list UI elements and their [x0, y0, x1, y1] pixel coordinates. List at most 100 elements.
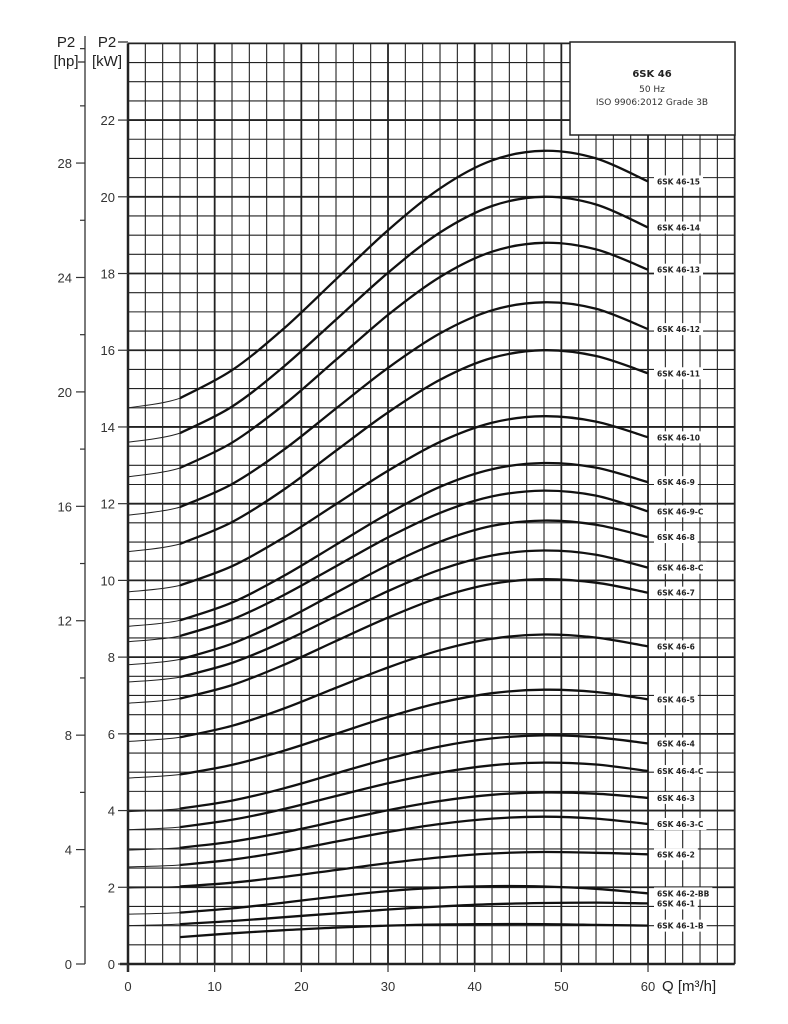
- x-tick-label: 30: [381, 979, 395, 994]
- curve-label-bg: [654, 531, 698, 544]
- curve-6sk-46-1: [179, 901, 649, 926]
- curve-label-bg: [654, 887, 713, 900]
- curve-6sk-46-3: [179, 791, 649, 849]
- curve-label: 6SK 46-2-BB: [657, 889, 710, 898]
- x-tick-label: 40: [467, 979, 481, 994]
- curve-6sk-46-2-bb: [179, 884, 649, 914]
- curve-label: 6SK 46-14: [657, 223, 700, 232]
- curve-6sk-46-7: [179, 578, 649, 700]
- y-tick-label: 14: [101, 420, 115, 435]
- curve-label-bg: [654, 431, 704, 444]
- curve-start-6sk-46-8: [127, 658, 181, 666]
- curve-start-6sk-46-9-c: [127, 635, 181, 643]
- curve-start-6sk-46-10: [127, 584, 181, 593]
- y-tick-label: 22: [101, 113, 115, 128]
- y-tick-label: 12: [101, 497, 115, 512]
- y2-axis-label: P2: [57, 34, 75, 51]
- x-tick-label: 50: [554, 979, 568, 994]
- curve-6sk-46-11: [179, 349, 649, 546]
- y2-tick-label: 24: [58, 270, 72, 285]
- curve-label-bg: [654, 476, 698, 489]
- curve-start-6sk-46-13: [127, 467, 181, 478]
- curve-6sk-46-6: [179, 633, 649, 739]
- y-tick-label: 8: [108, 650, 115, 665]
- y-axis-unit: [kW]: [92, 53, 122, 70]
- curve-label-bg: [654, 848, 698, 861]
- curve-label: 6SK 46-10: [657, 433, 700, 442]
- curve-6sk-46-2: [179, 850, 649, 888]
- curve-6sk-46-4: [179, 734, 649, 810]
- curve-label: 6SK 46-6: [657, 642, 695, 651]
- curve-start-6sk-46-3: [127, 847, 181, 851]
- curve-start-6sk-46-1: [127, 923, 181, 927]
- title-box-frame: [569, 41, 736, 136]
- curve-label: 6SK 46-13: [657, 266, 700, 275]
- curve-start-6sk-46-7: [127, 698, 181, 704]
- curve-label: 6SK 46-2: [657, 850, 695, 859]
- curve-6sk-46-14: [179, 195, 649, 435]
- curve-start-6sk-46-4-c: [127, 826, 181, 831]
- title-box: 6SK 46 50 Hz ISO 9906:2012 Grade 3B: [569, 41, 736, 136]
- chart-title: 6SK 46: [632, 69, 671, 80]
- curve-label-bg: [654, 221, 704, 234]
- chart-subtitle-frequency: 50 Hz: [639, 85, 665, 95]
- curve-label-bg: [654, 897, 698, 910]
- curve-label-bg: [654, 175, 704, 188]
- y2-tick-label: 28: [58, 156, 72, 171]
- curve-start-6sk-46-9: [127, 619, 181, 627]
- y-tick-label: 0: [108, 957, 115, 972]
- curve-label: 6SK 46-9-C: [657, 507, 704, 516]
- curve-label: 6SK 46-4-C: [657, 767, 704, 776]
- curve-label-bg: [654, 765, 707, 778]
- y2-tick-label: 8: [65, 728, 72, 743]
- y2-tick-label: 4: [65, 843, 72, 858]
- curve-label: 6SK 46-1-B: [657, 922, 704, 931]
- curve-label: 6SK 46-9: [657, 478, 695, 487]
- curve-label: 6SK 46-8: [657, 533, 695, 542]
- curve-start-6sk-46-15: [127, 397, 181, 409]
- curve-6sk-46-9-c: [179, 489, 649, 638]
- curve-label: 6SK 46-3-C: [657, 820, 704, 829]
- curve-start-6sk-46-6: [127, 736, 181, 742]
- curve-start-6sk-46-2: [127, 886, 181, 889]
- y-tick-label: 10: [101, 573, 115, 588]
- curve-6sk-46-10: [179, 415, 649, 587]
- y2-tick-label: 12: [58, 614, 72, 629]
- x-tick-label: 0: [124, 979, 131, 994]
- curve-6sk-46-1-b: [179, 922, 649, 939]
- curve-6sk-46-8-c: [179, 549, 649, 679]
- curve-start-6sk-46-3-c: [127, 864, 181, 868]
- curve-start-6sk-46-4: [127, 808, 181, 813]
- curve-label: 6SK 46-7: [657, 589, 695, 598]
- curve-label: 6SK 46-11: [657, 369, 700, 378]
- curve-label-bg: [654, 817, 707, 830]
- curve-start-6sk-46-11: [127, 543, 181, 553]
- curve-labels: 6SK 46-15 6SK 46-14 6SK 46-13 6SK 46-12 6SK …: [654, 175, 713, 932]
- curve-6sk-46-3-c: [179, 815, 649, 867]
- curve-label-bg: [654, 367, 704, 380]
- x-tick-label: 60: [641, 979, 655, 994]
- curve-label-bg: [654, 586, 698, 599]
- curve-label: 6SK 46-15: [657, 177, 700, 186]
- curve-label-bg: [654, 263, 704, 276]
- curve-start-6sk-46-2-bb: [127, 912, 181, 915]
- curve-label-bg: [654, 640, 698, 653]
- curve-label-bg: [654, 323, 704, 336]
- curve-label: 6SK 46-8-C: [657, 564, 704, 573]
- curve-label: 6SK 46-1: [657, 899, 695, 908]
- y2-tick-label: 20: [58, 385, 72, 400]
- curve-6sk-46-5: [179, 688, 649, 776]
- curve-label: 6SK 46-4: [657, 739, 695, 748]
- curve-label: 6SK 46-5: [657, 695, 695, 704]
- curve-label: 6SK 46-12: [657, 325, 700, 334]
- curve-6sk-46-9: [179, 461, 649, 622]
- y-tick-label: 6: [108, 727, 115, 742]
- curve-6sk-46-15: [179, 149, 649, 400]
- curve-6sk-46-4-c: [179, 761, 649, 829]
- y-tick-label: 18: [101, 267, 115, 282]
- curve-start-6sk-46-12: [127, 506, 181, 516]
- curve-6sk-46-12: [179, 301, 649, 509]
- y-tick-label: 2: [108, 880, 115, 895]
- x-tick-label: 20: [294, 979, 308, 994]
- chart-subtitle-standard: ISO 9906:2012 Grade 3B: [596, 98, 708, 108]
